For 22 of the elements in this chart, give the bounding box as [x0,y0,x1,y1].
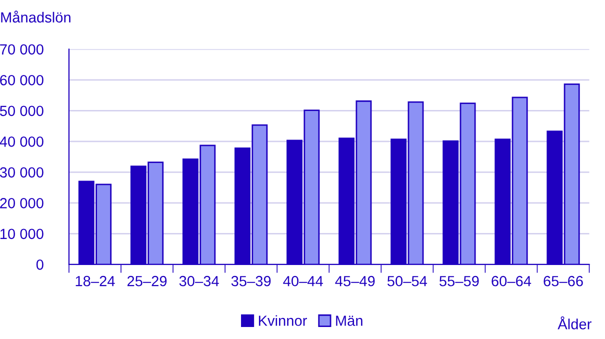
x-tick-label: 50–54 [387,276,428,286]
legend-label: Kvinnor [258,315,307,326]
legend-label: Män [336,316,362,326]
y-tick-label: 70 000 [0,44,44,55]
x-tick-label: 60–64 [492,276,532,286]
x-tick-label: 35–39 [231,276,271,286]
x-tick-label: 30–34 [179,276,219,286]
y-axis-title: Månadslön [1,10,70,23]
x-axis-title: Ålder [558,316,592,330]
y-tick-label: 40 000 [0,136,44,147]
y-tick-label: 10 000 [0,228,44,240]
y-tick-label: 50 000 [0,106,44,116]
x-tick-label: 45–49 [335,276,375,286]
x-tick-label: 25–29 [127,276,167,286]
x-tick-label: 65–66 [544,276,583,286]
y-tick-label: 0 [36,260,44,270]
x-tick-label: 18–24 [76,276,115,286]
x-tick-label: 40–44 [283,276,323,286]
y-tick-label: 30 000 [0,167,44,178]
y-tick-label: 20 000 [0,198,44,208]
y-tick-label: 60 000 [0,75,44,86]
x-tick-label: 55–59 [440,276,479,286]
